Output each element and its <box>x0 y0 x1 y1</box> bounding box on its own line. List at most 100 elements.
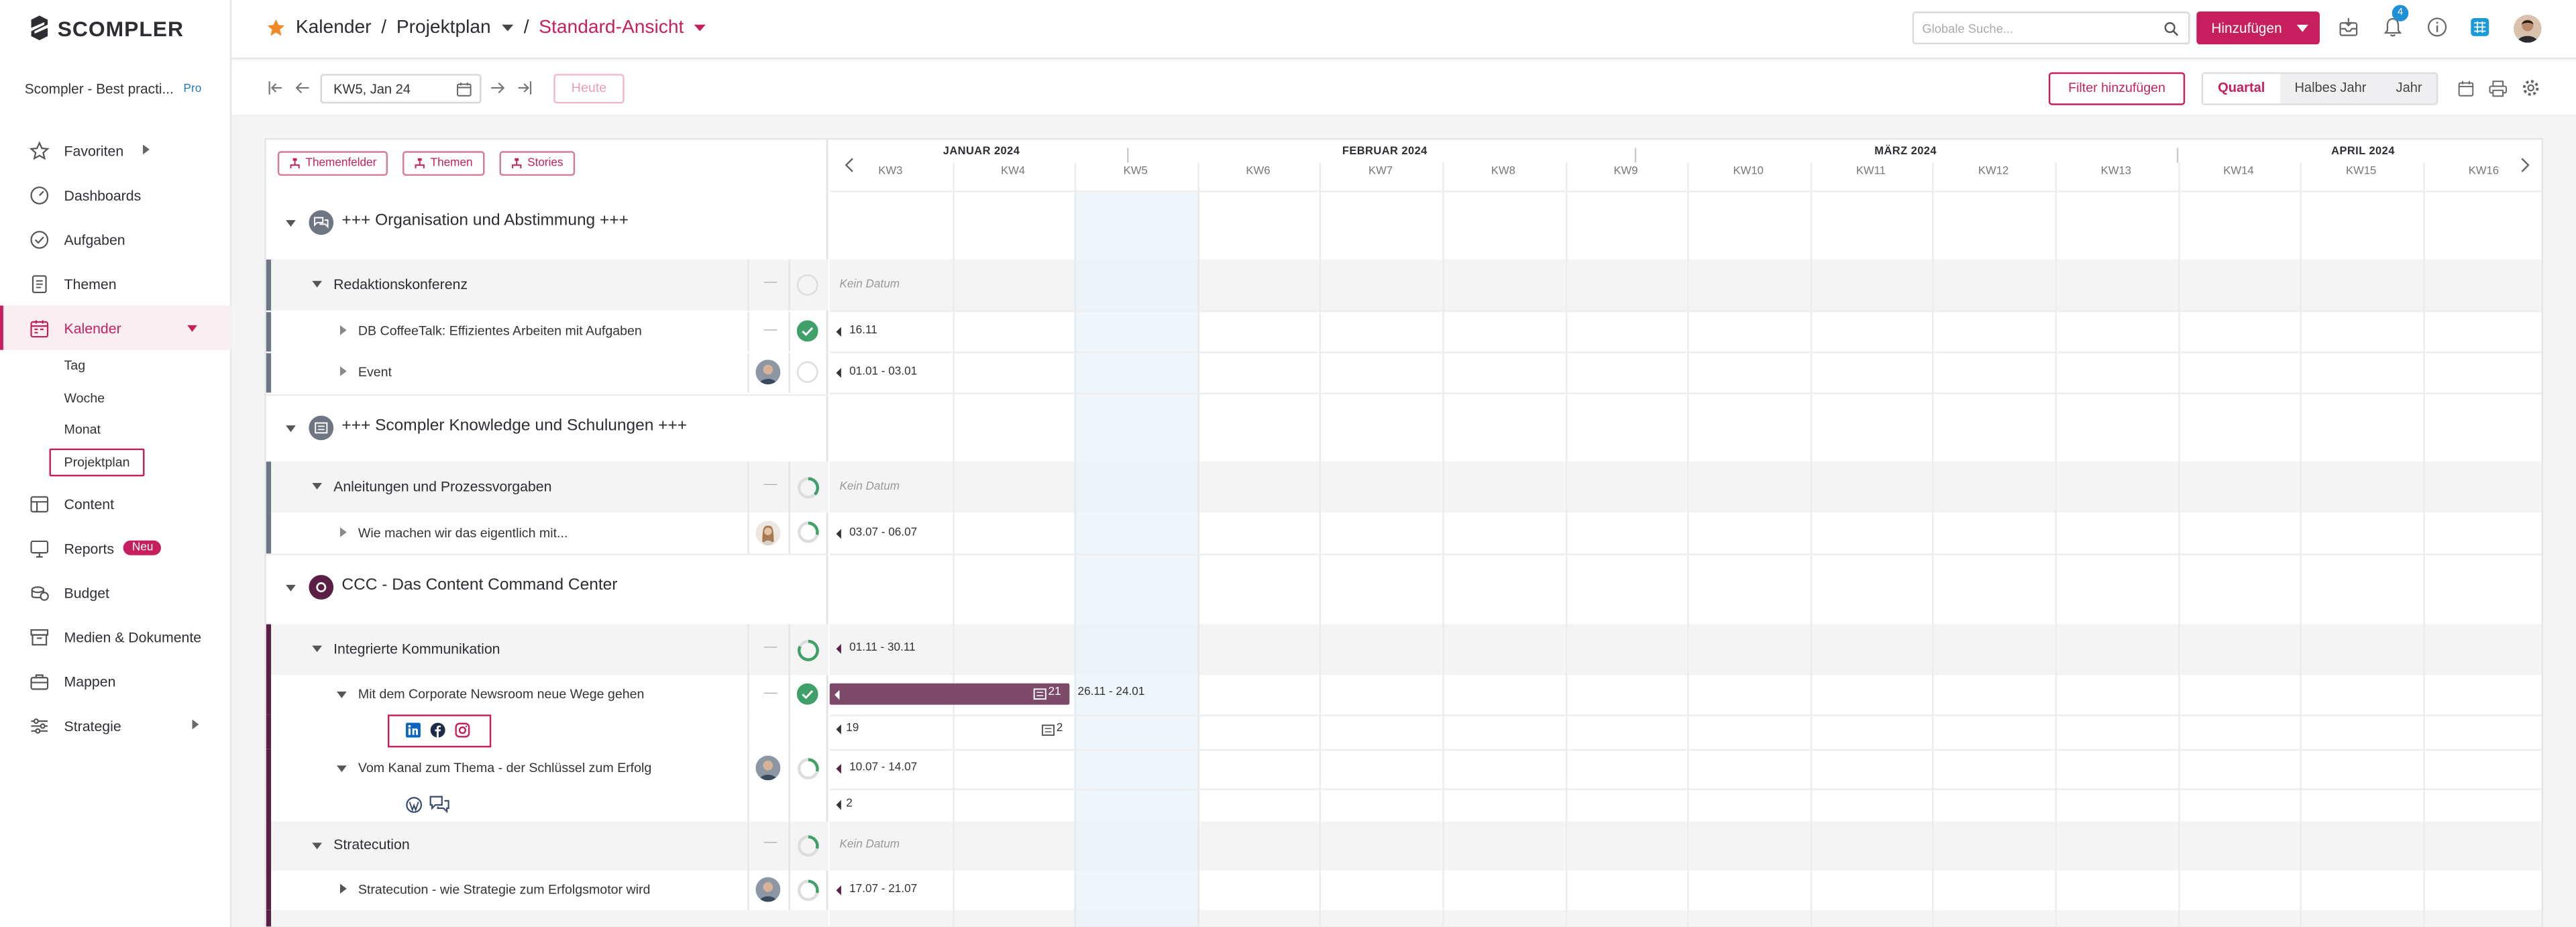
nav-sub-tag[interactable]: Tag <box>0 350 231 382</box>
filter-chip-themenfelder[interactable]: Themenfelder <box>277 151 388 176</box>
today-button[interactable]: Heute <box>553 74 625 104</box>
calendar-export-icon[interactable] <box>2458 80 2474 97</box>
assignee-avatar[interactable] <box>755 360 781 385</box>
story-row[interactable]: DB CoffeeTalk: Effizientes Arbeiten mit … <box>266 312 828 352</box>
expand-arrow-icon[interactable] <box>339 883 347 894</box>
scroll-to-date-icon[interactable] <box>836 800 841 810</box>
filter-chip-stories[interactable]: Stories <box>499 151 575 176</box>
nav-sub-woche[interactable]: Woche <box>0 382 231 414</box>
collapse-arrow-icon[interactable] <box>187 325 197 332</box>
nav-strategie[interactable]: Strategie <box>0 703 231 747</box>
grid-app-icon[interactable] <box>2469 16 2491 38</box>
nav-medien[interactable]: Medien & Dokumente <box>0 614 231 659</box>
nav-themen[interactable]: Themen <box>0 261 231 305</box>
nav-mappen[interactable]: Mappen <box>0 659 231 703</box>
story-row[interactable]: Vom Kanal zum Thema - der Schlüssel zum … <box>266 749 828 789</box>
assignee-avatar[interactable] <box>755 755 781 781</box>
global-search-input[interactable]: Globale Suche... <box>1912 11 2190 45</box>
linkedin-icon[interactable] <box>405 722 421 738</box>
topic-row[interactable]: Anleitungen und Prozessvorgaben — <box>266 461 828 513</box>
group-row[interactable]: +++ Scompler Knowledge und Schulungen ++… <box>266 394 828 461</box>
collapse-arrow-icon[interactable] <box>312 645 323 653</box>
nav-sub-monat[interactable]: Monat <box>0 414 231 446</box>
chevron-down-icon[interactable] <box>500 23 514 33</box>
channel-row[interactable] <box>266 788 828 822</box>
breadcrumb-kalender[interactable]: Kalender <box>295 17 372 38</box>
collapse-arrow-icon[interactable] <box>312 842 323 850</box>
topic-row[interactable]: Integrierte Kommunikation — <box>266 624 828 675</box>
breadcrumb-projektplan[interactable]: Projektplan <box>396 17 491 38</box>
arrow-left-icon[interactable] <box>294 80 310 95</box>
nav-content[interactable]: Content <box>0 482 231 526</box>
collapse-arrow-icon[interactable] <box>286 425 296 433</box>
group-row[interactable]: CCC - Das Content Command Center <box>266 553 828 622</box>
range-halbes-jahr[interactable]: Halbes Jahr <box>2294 80 2367 96</box>
scroll-to-date-icon[interactable] <box>836 763 841 774</box>
nav-aufgaben[interactable]: Aufgaben <box>0 217 231 261</box>
breadcrumb-view[interactable]: Standard-Ansicht <box>539 17 684 38</box>
nav-favoriten[interactable]: Favoriten <box>0 128 231 172</box>
group-row[interactable]: +++ Organisation und Abstimmung +++ <box>266 190 828 258</box>
search-icon[interactable] <box>2163 21 2179 36</box>
topic-row[interactable]: Stratecution — <box>266 821 828 871</box>
story-timeline-bar[interactable]: 21 <box>829 683 1070 705</box>
brand-logo[interactable]: SCOMPLER <box>28 15 184 41</box>
collapse-arrow-icon[interactable] <box>286 220 296 227</box>
calendar-picker-icon[interactable] <box>457 82 472 97</box>
filter-chip-themen[interactable]: Themen <box>402 151 484 176</box>
scroll-to-date-icon[interactable] <box>836 644 841 654</box>
nav-dashboards[interactable]: Dashboards <box>0 172 231 217</box>
scroll-to-date-icon[interactable] <box>836 327 841 337</box>
instagram-icon[interactable] <box>455 722 470 738</box>
jump-last-icon[interactable] <box>516 80 532 95</box>
add-filter-button[interactable]: Filter hinzufügen <box>2048 72 2186 105</box>
topic-row[interactable]: Redaktionskonferenz — <box>266 259 828 311</box>
workspace-switcher[interactable]: Scompler - Best practi... Pro <box>25 80 202 97</box>
collapse-arrow-icon[interactable] <box>337 765 347 773</box>
print-icon[interactable] <box>2489 80 2507 97</box>
expand-arrow-icon[interactable] <box>192 719 199 730</box>
expand-arrow-icon[interactable] <box>143 144 150 155</box>
channel-row[interactable] <box>266 714 828 749</box>
wordpress-icon[interactable] <box>406 797 423 813</box>
story-row[interactable]: Stratecution - wie Strategie zum Erfolgs… <box>266 870 828 910</box>
story-row[interactable]: Mit dem Corporate Newsroom neue Wege geh… <box>266 675 828 715</box>
assignee-avatar[interactable] <box>755 877 781 902</box>
collapse-arrow-icon[interactable] <box>286 584 296 592</box>
comments-icon[interactable] <box>429 795 450 814</box>
expand-arrow-icon[interactable] <box>339 527 347 537</box>
expand-arrow-icon[interactable] <box>339 325 347 335</box>
nav-reports[interactable]: Reports Neu <box>0 526 231 570</box>
expand-arrow-icon[interactable] <box>339 366 347 376</box>
nav-sub-projektplan[interactable]: Projektplan <box>0 446 231 478</box>
collapse-arrow-icon[interactable] <box>312 483 323 490</box>
collapse-arrow-icon[interactable] <box>312 280 323 288</box>
jump-first-icon[interactable] <box>268 80 284 95</box>
scroll-to-date-icon[interactable] <box>836 368 841 378</box>
scroll-to-date-icon[interactable] <box>836 529 841 539</box>
arrow-right-icon[interactable] <box>490 80 506 95</box>
timeline-next-icon[interactable] <box>2520 158 2530 172</box>
range-quartal[interactable]: Quartal <box>2203 74 2280 104</box>
collapse-arrow-icon[interactable] <box>337 692 347 698</box>
channel-selection-box[interactable] <box>387 714 492 748</box>
settings-gear-icon[interactable] <box>2522 79 2540 97</box>
favorite-star-icon[interactable] <box>266 18 286 38</box>
inbox-icon[interactable] <box>2338 16 2359 38</box>
scroll-to-date-icon[interactable] <box>836 724 841 734</box>
timeline-prev-icon[interactable] <box>845 158 855 172</box>
assignee-avatar[interactable] <box>755 521 781 546</box>
range-jahr[interactable]: Jahr <box>2396 80 2422 96</box>
chevron-down-icon[interactable] <box>694 23 707 33</box>
story-row[interactable]: Wie machen wir das eigentlich mit... <box>266 512 828 554</box>
topic-row[interactable] <box>266 910 828 927</box>
week-date-input[interactable]: KW5, Jan 24 <box>320 74 482 104</box>
nav-kalender[interactable]: Kalender <box>0 305 232 350</box>
story-row[interactable]: Event <box>266 353 828 393</box>
facebook-icon[interactable] <box>430 722 445 738</box>
scroll-to-date-icon[interactable] <box>835 689 840 700</box>
add-button[interactable]: Hinzufügen <box>2196 11 2320 45</box>
info-icon[interactable] <box>2426 16 2448 38</box>
user-avatar[interactable] <box>2513 15 2542 43</box>
nav-budget[interactable]: Budget <box>0 570 231 614</box>
